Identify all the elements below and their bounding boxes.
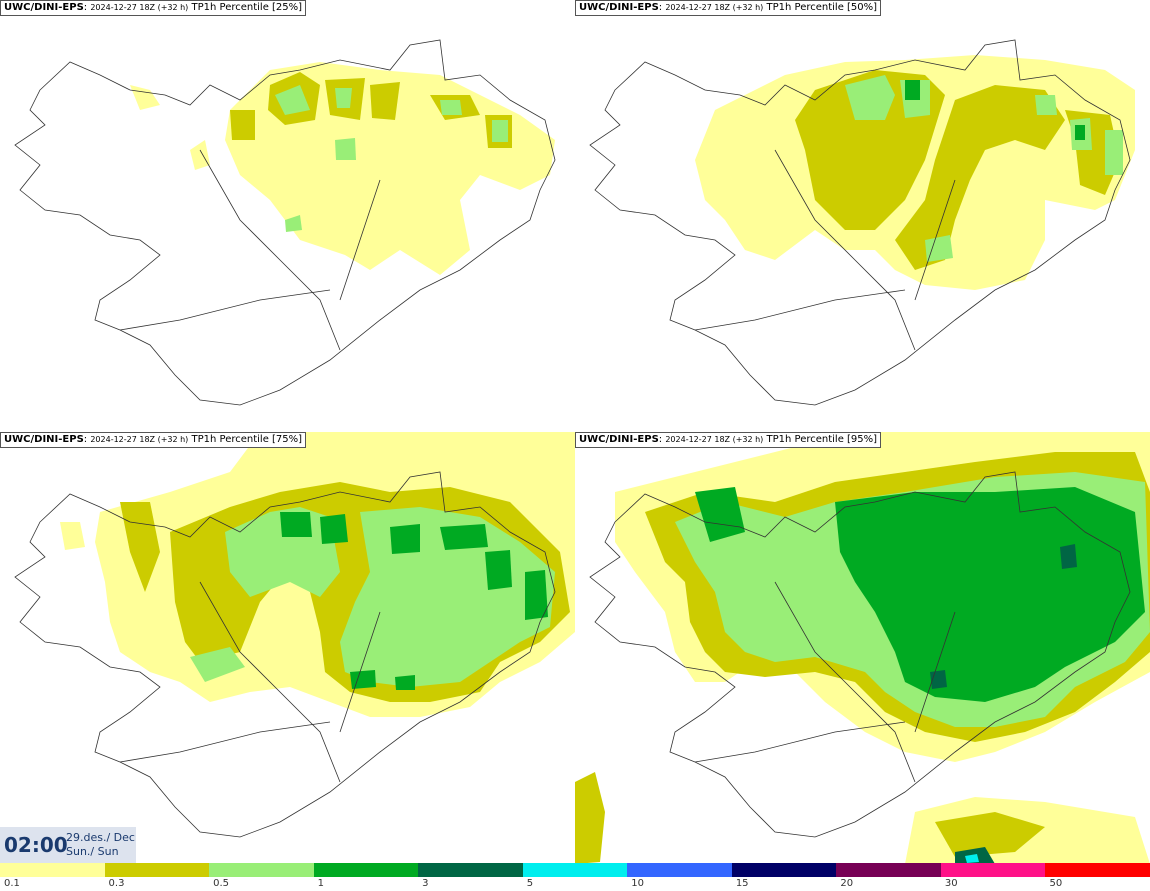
map-canvas-p50: [589, 39, 1135, 406]
panel-title-p25: UWC/DINI-EPS: 2024-12-27 18Z (+32 h) TP1…: [0, 0, 307, 16]
color-legend: 0.1 0.3 0.5 1 3 5 10 15 20 30 50: [0, 863, 1150, 891]
coastline-p75: [14, 471, 556, 838]
map-canvas-p25: [14, 39, 556, 406]
precip-field-p75: [60, 432, 575, 717]
legend-swatch: [1045, 863, 1150, 877]
valid-time: 02:00: [4, 833, 68, 857]
legend-tick-label: 30: [944, 878, 958, 889]
map-panel-p75: UWC/DINI-EPS: 2024-12-27 18Z (+32 h) TP1…: [0, 432, 575, 864]
precip-field-p25: [130, 62, 555, 275]
panel-title-p95: UWC/DINI-EPS: 2024-12-27 18Z (+32 h) TP1…: [575, 432, 882, 448]
legend-swatch: [731, 863, 837, 877]
map-canvas-p75: [14, 432, 575, 838]
coastline-p25: [14, 39, 556, 406]
legend-tick-label: 15: [735, 878, 749, 889]
valid-date-line: 29.des./ Dec: [66, 831, 135, 844]
legend-swatch: [418, 863, 524, 877]
legend-swatch: [940, 863, 1046, 877]
legend-tick-label: 1: [317, 878, 324, 889]
panel-title-p75: UWC/DINI-EPS: 2024-12-27 18Z (+32 h) TP1…: [0, 432, 307, 448]
legend-tick-label: 20: [840, 878, 854, 889]
precip-field-p95: [575, 432, 1150, 864]
map-panel-p95: UWC/DINI-EPS: 2024-12-27 18Z (+32 h) TP1…: [575, 432, 1150, 864]
valid-date: 29.des./ Dec Sun./ Sun: [66, 831, 135, 859]
legend-swatch: [836, 863, 942, 877]
legend-swatch: [313, 863, 419, 877]
legend-tick-label: 3: [422, 878, 429, 889]
legend-swatch: [0, 863, 105, 877]
legend-tick-label: 5: [526, 878, 534, 889]
map-panel-p25: UWC/DINI-EPS: 2024-12-27 18Z (+32 h) TP1…: [0, 0, 575, 432]
legend-swatch: [104, 863, 210, 877]
legend-swatch: [627, 863, 733, 877]
legend-swatch: [522, 863, 628, 877]
coastline-p95: [589, 471, 1131, 838]
map-panel-p50: UWC/DINI-EPS: 2024-12-27 18Z (+32 h) TP1…: [575, 0, 1150, 432]
legend-swatch: [209, 863, 315, 877]
legend-tick-label: 10: [631, 878, 644, 889]
panel-title-p50: UWC/DINI-EPS: 2024-12-27 18Z (+32 h) TP1…: [575, 0, 882, 16]
precip-field-p50: [695, 55, 1135, 290]
coastline-p50: [589, 39, 1131, 406]
valid-day-line: Sun./ Sun: [66, 845, 119, 858]
map-canvas-p95: [575, 432, 1150, 864]
legend-tick-label: 50: [1049, 878, 1063, 889]
legend-tick-label: 0.1: [4, 878, 20, 889]
legend-tick-label: 0.3: [108, 878, 125, 889]
valid-time-box: 02:00 29.des./ Dec Sun./ Sun: [0, 827, 136, 863]
legend-tick-label: 0.5: [213, 878, 229, 889]
